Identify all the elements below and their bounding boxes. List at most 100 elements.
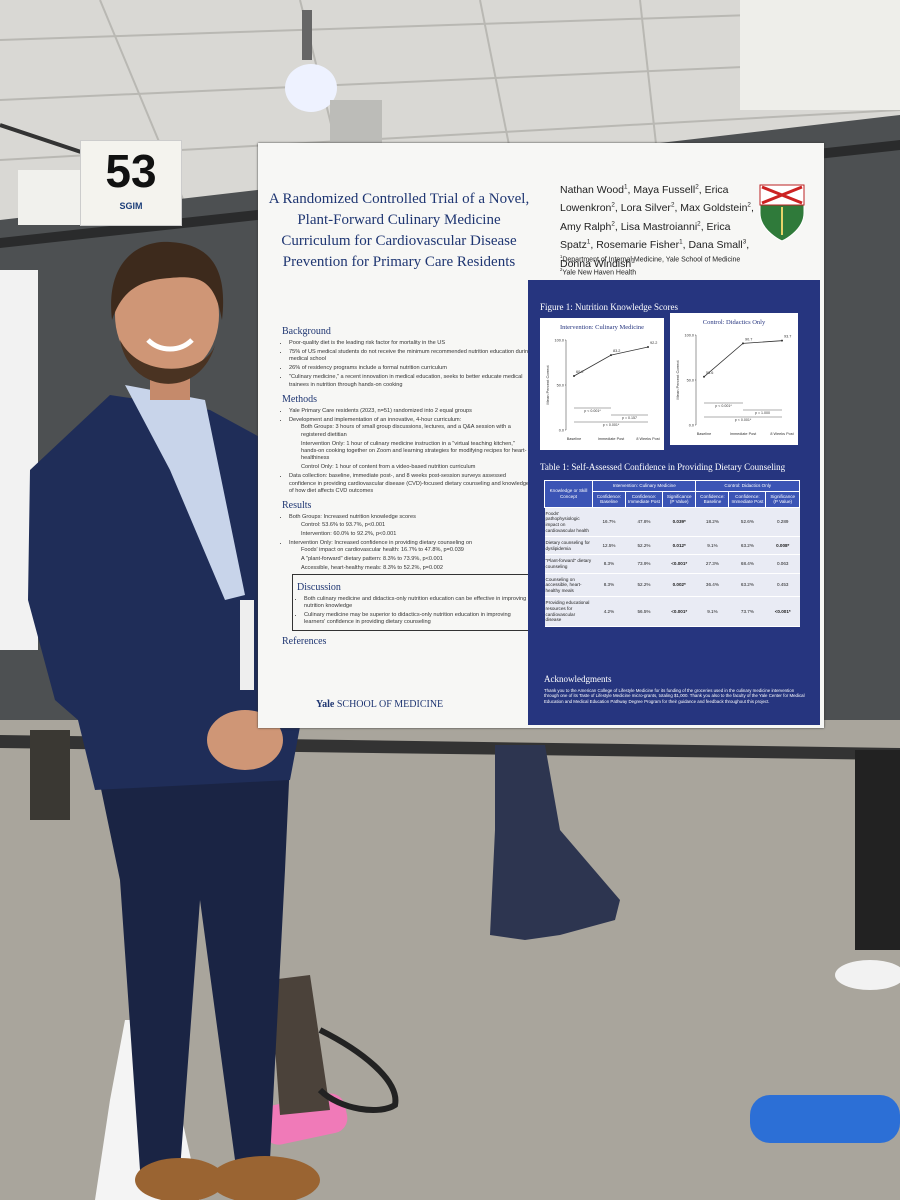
table-cell: 52.2% xyxy=(625,536,663,556)
section-heading: Results xyxy=(282,500,312,512)
bullet-text: "Culinary medicine," a recent innovation… xyxy=(289,374,523,388)
table-cell: 9.1% xyxy=(695,596,729,627)
section-heading: Discussion xyxy=(297,581,341,593)
author: Nathan Wood1, xyxy=(560,183,634,196)
section-heading: Background xyxy=(282,326,331,337)
table-row: Providing educational resources for card… xyxy=(544,596,800,627)
author: Amy Ralph2, xyxy=(560,220,621,233)
section: References xyxy=(280,635,532,648)
affiliation: 2Yale New Haven Health xyxy=(560,265,770,278)
poster-title: A Randomized Controlled Trial of a Novel… xyxy=(268,191,530,270)
bullet: Development and implementation of an inn… xyxy=(289,417,532,472)
author-affil: 1 xyxy=(586,238,591,246)
badge xyxy=(240,600,254,690)
yale-shield xyxy=(759,184,805,242)
section-heading: References xyxy=(282,636,327,648)
author-name: Nathan Wood xyxy=(560,183,625,196)
value-label: 53.6 xyxy=(706,371,713,375)
pipe xyxy=(0,123,91,157)
bullet-text: Culinary medicine may be superior to did… xyxy=(304,612,511,626)
section: Methods Yale Primary Care residents (2023… xyxy=(280,393,532,495)
footer-logo: Yale SCHOOL OF MEDICINE xyxy=(316,699,443,710)
table-cell: 0.012* xyxy=(662,536,696,556)
x-tick-label: Immediate Post xyxy=(730,432,757,436)
beard xyxy=(120,340,215,384)
shirt xyxy=(125,385,245,600)
author: Maya Fussell2, xyxy=(633,183,705,196)
score-line xyxy=(573,346,649,377)
ack-text: Thank you to the American College of Lif… xyxy=(544,688,805,704)
footer-brand: Yale xyxy=(316,699,335,710)
author-affil: 2 xyxy=(695,183,699,190)
sub-list: Both Groups: 3 hours of small group disc… xyxy=(289,424,532,471)
author: Lisa Mastroianni2, xyxy=(620,220,707,233)
affil-text: Yale New Haven Health xyxy=(562,269,637,277)
table-cell: "Plant-forward" dietary counseling xyxy=(544,554,593,574)
group-header: Control: Didactics Only xyxy=(695,480,800,492)
passerby-legs xyxy=(490,745,620,940)
bullet: "Culinary medicine," a recent innovation… xyxy=(289,374,532,389)
table-row: Foods' pathophysiologic impact on cardio… xyxy=(544,507,800,538)
table-cell: 0.289 xyxy=(765,507,800,538)
bullet-list: Both culinary medicine and didactics-onl… xyxy=(295,596,529,627)
column-header: Significance (P Value) xyxy=(765,490,800,508)
section: Discussion Both culinary medicine and did… xyxy=(292,573,532,632)
results-panel: Figure 1: Nutrition Knowledge Scores Tab… xyxy=(528,280,820,725)
table-row: Dietary counseling for dyslipidemia 12.5%… xyxy=(544,536,800,556)
table-cell: 4.2% xyxy=(592,596,626,627)
sign-back xyxy=(18,170,83,225)
chart-panel: Control: Didactics Only Mean Percent Corr… xyxy=(670,313,798,445)
table-cell: 73.9% xyxy=(625,554,663,574)
table-cell: 27.3% xyxy=(695,554,729,574)
y-tick-label: 50.0 xyxy=(687,379,694,383)
author-affil: 1 xyxy=(679,238,683,246)
author: Donna Windish1 xyxy=(560,257,635,270)
table-row: "Plant-forward" dietary counseling 8.3% 73… xyxy=(544,554,800,574)
table-cell: 73.7% xyxy=(728,596,766,627)
table-cell: 18.2% xyxy=(695,507,729,538)
passerby-legs xyxy=(30,730,70,820)
passerby-legs xyxy=(855,750,900,950)
score-point xyxy=(703,375,705,378)
results-table: Knowledge or Skill Concept Intervention: … xyxy=(544,480,800,627)
bullet: Culinary medicine may be superior to did… xyxy=(304,612,529,627)
sub-bullet: Intervention Only: 1 hour of culinary me… xyxy=(301,440,527,462)
table-cell: 8.3% xyxy=(592,573,626,598)
table-cell: 0.453 xyxy=(765,573,800,598)
table-cell: 63.2% xyxy=(728,573,766,598)
table-title: Table 1: Self-Assessed Confidence in Pro… xyxy=(540,462,786,472)
table-cell: <0.001* xyxy=(662,554,696,574)
author-affil: 2 xyxy=(697,220,701,227)
bag xyxy=(270,975,330,1115)
x-tick-label: 8 Weeks Post xyxy=(636,437,660,441)
score-line xyxy=(703,340,783,378)
author: Erica Lowenkron2, xyxy=(560,183,729,215)
score-point xyxy=(610,354,612,357)
affil-mark: 2 xyxy=(560,266,563,272)
sub-bullet: Foods' impact on cardiovascular health: … xyxy=(301,547,464,554)
table-cell: 56.5% xyxy=(625,596,663,627)
value-label: 92.2 xyxy=(650,341,657,345)
column-header: Confidence: Baseline xyxy=(592,490,626,508)
author-affil: 3 xyxy=(742,238,747,246)
author-name: Lora Silver xyxy=(620,202,671,214)
table-cell: Providing educational resources for card… xyxy=(544,596,593,627)
section: Background Poor-quality diet is the leadi… xyxy=(280,325,532,389)
table-cell: 63.2% xyxy=(728,536,766,556)
booth-sign: 53 SGIM xyxy=(80,140,182,226)
table-cell: 47.8% xyxy=(625,507,663,538)
affil-text: Department of Internal Medicine, Yale Sc… xyxy=(562,256,741,264)
bullet-text: Yale Primary Care residents (2023, n=51)… xyxy=(289,407,472,414)
column-header: Confidence: Immediate Post xyxy=(728,490,767,508)
table-cell: Counseling on accessible, heart-healthy … xyxy=(544,573,593,598)
author-name: Amy Ralph xyxy=(560,220,612,233)
column-header: Confidence: Immediate Post xyxy=(624,490,663,508)
y-tick-label: 100.0 xyxy=(684,334,694,338)
y-tick-label: 0.0 xyxy=(559,429,564,433)
booth-number: 53 xyxy=(105,145,157,197)
author-affil: 1 xyxy=(631,257,635,264)
section-heading: Methods xyxy=(282,393,317,405)
panel-title: Intervention: Culinary Medicine xyxy=(560,324,644,331)
table-cell: 68.4% xyxy=(728,554,766,574)
